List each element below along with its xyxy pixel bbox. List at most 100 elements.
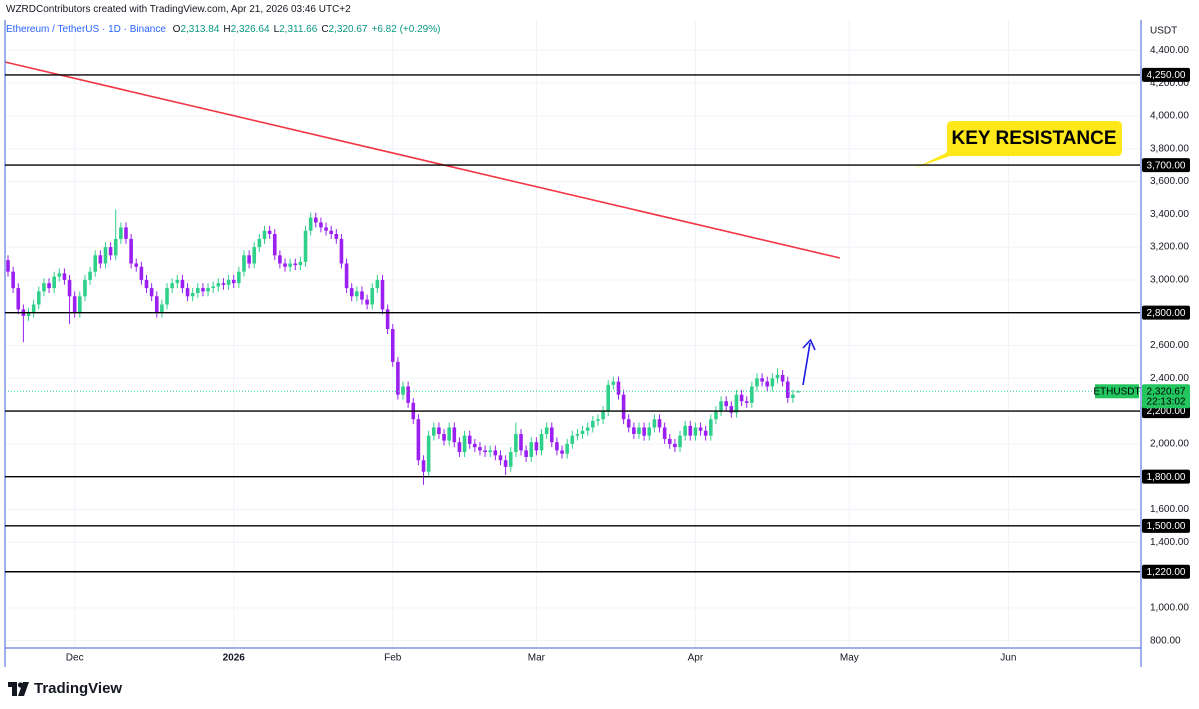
candle-body: [355, 291, 359, 297]
candle-body: [750, 386, 754, 403]
candle-body: [262, 230, 267, 239]
candle-body: [47, 283, 51, 289]
candle-body: [560, 450, 564, 454]
candle-body: [380, 279, 385, 310]
candle-body: [154, 296, 159, 313]
candle-body: [324, 227, 328, 231]
candle-body: [52, 276, 56, 289]
candle-body: [72, 296, 77, 313]
x-tick-label: Dec: [66, 653, 84, 664]
candle-body: [529, 442, 534, 457]
candle-body: [93, 255, 98, 272]
candle-body: [83, 279, 87, 297]
candle-body: [467, 435, 472, 444]
candle-body: [211, 286, 215, 289]
candle-body: [775, 374, 780, 379]
candle-body: [216, 283, 221, 287]
level-tag: [1142, 564, 1190, 579]
y-tick-label: 2,600.00: [1150, 340, 1189, 351]
candle-body: [124, 227, 128, 239]
y-tick-label: 1,600.00: [1150, 504, 1189, 515]
candle-body: [170, 283, 174, 289]
candle-body: [252, 247, 257, 264]
candle-body: [278, 255, 282, 264]
candle-body: [657, 419, 662, 428]
y-tick-label: 4,400.00: [1150, 45, 1189, 56]
price-label: 2,320.67: [1147, 386, 1186, 397]
annotation: KEY RESISTANCE: [951, 128, 1116, 149]
candle-body: [678, 435, 682, 448]
x-tick-label: Apr: [688, 653, 704, 664]
candle-body: [580, 430, 585, 435]
candle-body: [734, 394, 739, 413]
candle-body: [719, 401, 723, 412]
ohlc-value: 2,311.66: [279, 24, 318, 35]
candle-body: [452, 427, 457, 443]
candle-body: [478, 447, 482, 451]
level-label: 1,500.00: [1147, 521, 1186, 532]
attribution: WZRDContributors created with TradingVie…: [6, 4, 351, 15]
candle-body: [549, 427, 554, 443]
candle-body: [129, 238, 133, 264]
candle-body: [667, 438, 672, 444]
candle-body: [626, 419, 631, 428]
logo: TradingView: [8, 680, 122, 697]
currency-label: USDT: [1150, 26, 1177, 37]
y-tick-label: 3,600.00: [1150, 176, 1189, 187]
candle-body: [303, 230, 308, 262]
candle-body: [729, 406, 734, 413]
candle-body: [637, 427, 641, 435]
candle-body: [67, 279, 72, 297]
candle-body: [601, 411, 605, 420]
candle-body: [308, 217, 313, 231]
x-tick-label: Feb: [384, 653, 402, 664]
level-tag: [1142, 469, 1190, 484]
candle-body: [493, 450, 498, 456]
candle-body: [160, 304, 164, 313]
candle-body: [31, 304, 36, 313]
candle-body: [401, 386, 405, 395]
countdown-label: 22:13:02: [1147, 396, 1186, 407]
candle-body: [488, 450, 493, 453]
candle-body: [616, 381, 621, 395]
candle-body: [370, 288, 375, 305]
candle-body: [503, 460, 508, 467]
candle-body: [88, 271, 92, 280]
level-tag: [1142, 67, 1190, 82]
y-tick-label: 4,000.00: [1150, 111, 1189, 122]
candle-body: [524, 450, 528, 457]
candle-body: [585, 427, 590, 431]
y-tick-label: 3,800.00: [1150, 143, 1189, 154]
candle-body: [544, 427, 549, 435]
brand: TradingView: [34, 680, 123, 697]
candle-body: [149, 288, 154, 297]
candle-body: [406, 386, 410, 403]
x-tick-label: 2026: [223, 653, 246, 664]
candle-body: [416, 419, 421, 461]
candle-body: [119, 227, 123, 239]
arrow-head: [802, 338, 816, 351]
candle-body: [647, 427, 652, 436]
candle-body: [36, 291, 41, 305]
candle-body: [288, 263, 292, 267]
candle-body: [375, 279, 380, 289]
candle-body: [780, 374, 785, 382]
candle-body: [570, 435, 575, 444]
level-label: 4,250.00: [1147, 70, 1186, 81]
candle-body: [688, 425, 693, 436]
candle-body: [108, 247, 113, 256]
candle-body: [257, 238, 262, 248]
candle-body: [6, 260, 10, 272]
candle-body: [11, 271, 15, 289]
candle-body: [498, 455, 503, 461]
candle-body: [78, 296, 82, 313]
x-tick-label: May: [840, 653, 859, 664]
candle-body: [42, 283, 46, 292]
candle-body: [693, 427, 698, 436]
y-tick-label: 3,200.00: [1150, 242, 1189, 253]
candle-body: [283, 263, 287, 267]
candle-body: [606, 384, 611, 412]
candle-body: [621, 394, 626, 420]
candle-body: [134, 263, 139, 267]
ohlc-value: 2,326.64: [230, 24, 270, 35]
